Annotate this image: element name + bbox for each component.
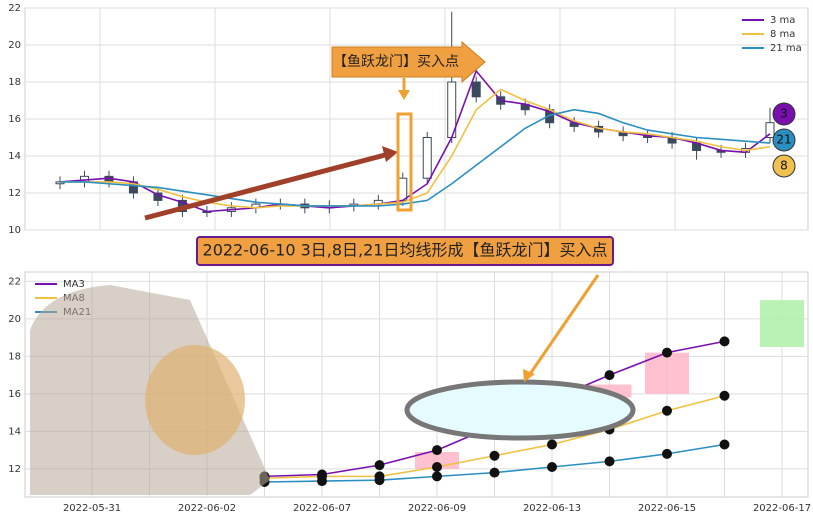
y-tick-label: 10: [8, 225, 21, 236]
legend-label: MA3: [63, 279, 85, 290]
x-tick-label: 2022-05-31: [63, 503, 121, 514]
callout-shape: [331, 40, 486, 84]
ma-point: [489, 450, 500, 461]
ma-badge: [772, 154, 796, 178]
y-tick-label: 18: [8, 77, 21, 88]
ma-badge-label: 21: [776, 133, 791, 147]
x-tick-label: 2022-06-09: [408, 503, 466, 514]
candle-body: [765, 122, 775, 138]
down-arrow-head: [398, 90, 410, 100]
ma-point: [604, 370, 615, 381]
ma-point: [662, 448, 672, 459]
ma-line: [59, 69, 771, 213]
ma-badge-label: 8: [780, 159, 788, 173]
ma-point: [662, 405, 672, 416]
y-tick-label: 12: [8, 464, 21, 475]
signal-box: [396, 112, 413, 212]
y-tick-label: 18: [8, 351, 21, 362]
x-tick-label: 2022-06-02: [178, 503, 236, 514]
pointer-arrow-head: [523, 369, 535, 382]
candle-body: [645, 352, 689, 394]
ma-line: [60, 88, 771, 209]
y-tick-label: 16: [8, 114, 21, 125]
trend-arrow: [144, 152, 386, 221]
trend-arrow-head: [382, 146, 398, 162]
dog-illustration: [145, 345, 245, 455]
decorations: [30, 40, 636, 495]
x-tick-label: 2022-06-13: [523, 503, 581, 514]
ma-point: [547, 462, 557, 472]
ma-point: [432, 462, 442, 472]
callout-text: 【鱼跃龙门】买入点: [333, 53, 459, 70]
ma-badge: [772, 128, 796, 152]
ma-point: [604, 456, 615, 467]
ma-point: [489, 467, 500, 478]
ma-point: [432, 445, 442, 456]
ma-badge-label: 3: [780, 107, 788, 121]
legend-label: 3 ma: [770, 15, 795, 26]
ma-line: [60, 108, 771, 207]
legend-label: 21 ma: [770, 43, 802, 54]
legend-label: 8 ma: [770, 29, 795, 40]
x-tick-label: 2022-06-15: [638, 503, 696, 514]
ma-point: [374, 460, 385, 471]
ma-badge: [772, 102, 796, 126]
ma-point: [432, 471, 442, 482]
y-tick-label: 16: [8, 389, 21, 400]
ma-point: [719, 439, 730, 450]
y-tick-label: 22: [8, 3, 21, 14]
ma-point: [317, 476, 327, 487]
banner-text: 2022-06-10 3日,8日,21日均线形成【鱼跃龙门】买入点: [203, 241, 608, 260]
ma-point: [662, 347, 672, 358]
y-tick-label: 20: [8, 314, 21, 325]
candle-body: [471, 81, 481, 98]
x-tick-label: 2022-06-17: [753, 503, 811, 514]
y-tick-label: 22: [8, 276, 21, 287]
candle-body: [422, 137, 432, 179]
banner-shape: [196, 236, 614, 266]
candle-body: [760, 300, 804, 347]
ma-point: [719, 336, 730, 347]
y-tick-label: 12: [8, 188, 21, 199]
y-tick-label: 20: [8, 40, 21, 51]
y-tick-label: 14: [8, 426, 21, 437]
pointer-arrow: [528, 274, 600, 375]
ma-point: [547, 439, 557, 450]
highlight-ellipse: [404, 379, 636, 441]
candle-body: [398, 177, 408, 201]
ma-point: [374, 475, 385, 486]
x-tick-label: 2022-06-07: [293, 503, 351, 514]
y-tick-label: 14: [8, 151, 21, 162]
ma-point: [719, 390, 730, 401]
